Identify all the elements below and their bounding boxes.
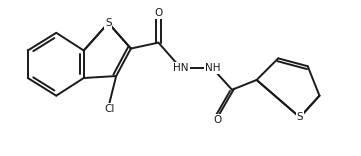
Text: O: O [213, 115, 221, 125]
Text: Cl: Cl [104, 104, 114, 114]
Text: O: O [154, 8, 162, 18]
Text: NH: NH [205, 63, 220, 73]
Text: S: S [105, 18, 112, 28]
Text: S: S [296, 112, 303, 122]
Text: HN: HN [173, 63, 189, 73]
